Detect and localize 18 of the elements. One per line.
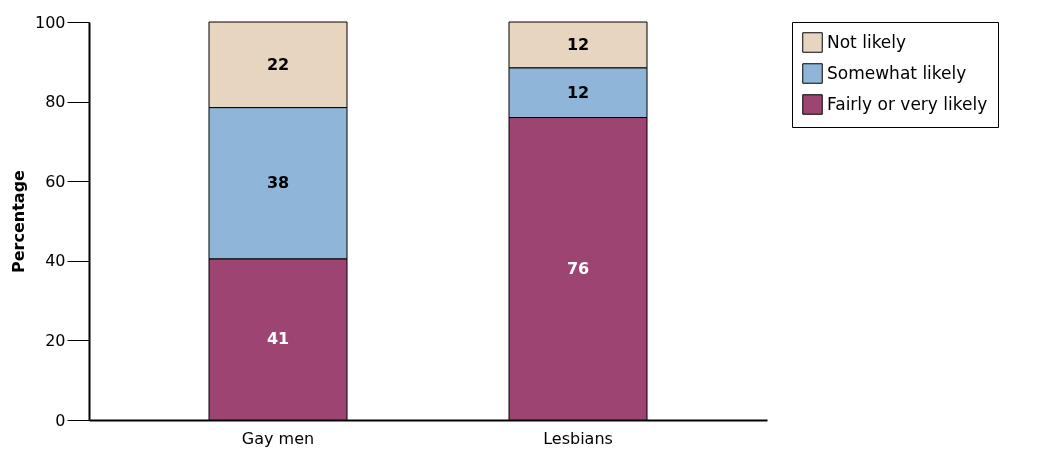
x-tick-label: Gay men bbox=[241, 428, 315, 448]
legend-label: Somewhat likely bbox=[827, 62, 967, 83]
legend-label: Not likely bbox=[827, 31, 907, 52]
y-tick-label: 20 bbox=[45, 330, 66, 350]
y-tick-label: 100 bbox=[34, 12, 66, 32]
data-label: 38 bbox=[266, 173, 290, 193]
x-tick-label: Lesbians bbox=[543, 428, 613, 448]
data-label: 76 bbox=[566, 258, 590, 278]
data-label: 22 bbox=[266, 54, 290, 74]
legend-label: Fairly or very likely bbox=[827, 93, 988, 114]
data-label: 41 bbox=[266, 329, 290, 349]
y-tick-label: 80 bbox=[45, 92, 66, 112]
y-tick-label: 40 bbox=[45, 251, 66, 271]
data-label: 12 bbox=[566, 34, 590, 54]
y-tick-label: 0 bbox=[55, 410, 66, 430]
y-axis-title: Percentage bbox=[8, 169, 28, 273]
y-tick-label: 60 bbox=[45, 171, 66, 191]
data-label: 12 bbox=[566, 82, 590, 102]
